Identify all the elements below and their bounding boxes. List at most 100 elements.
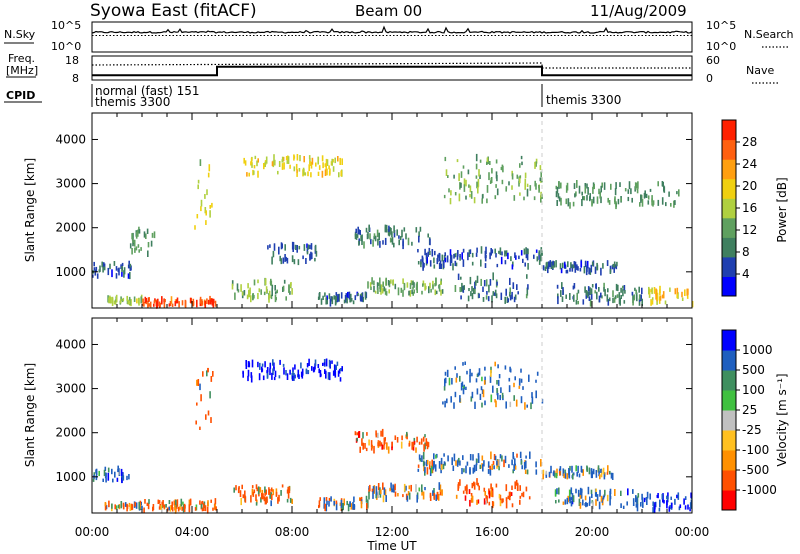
data-cell xyxy=(418,441,421,445)
data-cell xyxy=(435,290,438,295)
data-cell xyxy=(273,154,275,162)
data-cell xyxy=(255,494,257,502)
data-cell xyxy=(535,249,538,253)
data-cell xyxy=(398,235,400,239)
data-cell xyxy=(484,263,487,268)
data-cell xyxy=(298,245,301,250)
data-cell xyxy=(511,264,514,270)
data-cell xyxy=(318,368,320,374)
data-cell xyxy=(269,362,272,369)
data-cell xyxy=(568,471,571,479)
data-cell xyxy=(635,503,638,508)
data-cell xyxy=(332,166,335,172)
data-cell xyxy=(145,298,148,303)
data-cell xyxy=(310,243,313,250)
data-cell xyxy=(384,237,387,245)
data-cell xyxy=(204,505,207,512)
data-cell xyxy=(262,493,264,500)
data-cell xyxy=(588,267,590,275)
data-cell xyxy=(421,490,423,496)
data-cell xyxy=(595,470,598,475)
cpid-label: CPID xyxy=(6,89,35,102)
data-cell xyxy=(389,487,391,492)
data-cell xyxy=(273,376,276,381)
data-cell xyxy=(471,391,474,399)
data-cell xyxy=(444,257,447,263)
data-cell xyxy=(567,198,570,207)
y-tick-label: 3000 xyxy=(55,177,86,191)
data-cell xyxy=(289,497,292,503)
data-cell xyxy=(318,500,321,508)
data-cell xyxy=(199,426,201,430)
data-cell xyxy=(477,453,480,458)
data-cell xyxy=(339,157,341,165)
data-cell xyxy=(456,255,459,260)
data-cell xyxy=(408,485,411,490)
data-cell xyxy=(451,378,453,385)
data-cell xyxy=(341,366,343,372)
data-cell xyxy=(670,203,672,207)
data-cell xyxy=(425,438,428,447)
data-cell xyxy=(373,235,375,240)
data-cell xyxy=(481,376,483,382)
data-cell xyxy=(179,504,182,509)
data-cell xyxy=(587,291,590,296)
data-cell xyxy=(574,193,576,198)
data-cell xyxy=(542,469,545,476)
data-cell xyxy=(417,468,420,472)
data-cell xyxy=(126,295,128,301)
data-cell xyxy=(671,502,673,509)
data-cell xyxy=(269,493,272,499)
data-cell xyxy=(560,182,562,189)
data-cell xyxy=(454,285,457,292)
data-cell xyxy=(407,237,410,246)
data-cell xyxy=(242,494,245,499)
velocity-cbar-label: Velocity [m s⁻¹] xyxy=(775,373,789,466)
data-cell xyxy=(475,175,478,179)
data-cell xyxy=(377,483,380,491)
data-cell xyxy=(340,292,343,299)
data-cell xyxy=(272,368,274,375)
data-cell xyxy=(335,292,338,299)
data-cell xyxy=(495,159,498,164)
data-cell xyxy=(584,260,587,268)
data-cell xyxy=(306,251,309,255)
data-cell xyxy=(490,394,493,403)
data-cell xyxy=(591,493,593,498)
data-cell xyxy=(494,248,496,254)
data-cell xyxy=(280,490,282,496)
data-cell xyxy=(600,469,603,478)
data-cell xyxy=(309,254,312,260)
data-cell xyxy=(269,368,271,376)
freq-tick-top: 18 xyxy=(65,54,79,67)
data-cell xyxy=(626,501,628,506)
data-cell xyxy=(248,172,250,177)
data-cell xyxy=(264,490,266,496)
data-cell xyxy=(496,460,498,466)
data-cell xyxy=(444,400,446,408)
data-cell xyxy=(178,301,180,308)
data-cell xyxy=(267,245,269,250)
data-cell xyxy=(376,229,379,238)
data-cell xyxy=(438,252,441,258)
data-cell xyxy=(157,499,160,504)
data-cell xyxy=(482,297,485,302)
data-cell xyxy=(627,196,630,202)
data-cell xyxy=(214,300,217,307)
data-cell xyxy=(296,154,299,161)
data-cell xyxy=(509,294,512,301)
data-cell xyxy=(171,501,173,509)
data-cell xyxy=(505,288,507,296)
data-cell xyxy=(391,488,393,493)
data-cell xyxy=(205,220,207,225)
data-cell xyxy=(340,170,342,177)
data-cell xyxy=(652,501,654,507)
data-cell xyxy=(92,478,95,482)
data-cell xyxy=(210,499,212,503)
data-cell xyxy=(251,488,254,496)
data-cell xyxy=(569,202,571,209)
data-cell xyxy=(379,277,381,285)
data-cell xyxy=(582,299,585,305)
data-cell xyxy=(282,156,285,162)
data-cell xyxy=(181,506,183,511)
